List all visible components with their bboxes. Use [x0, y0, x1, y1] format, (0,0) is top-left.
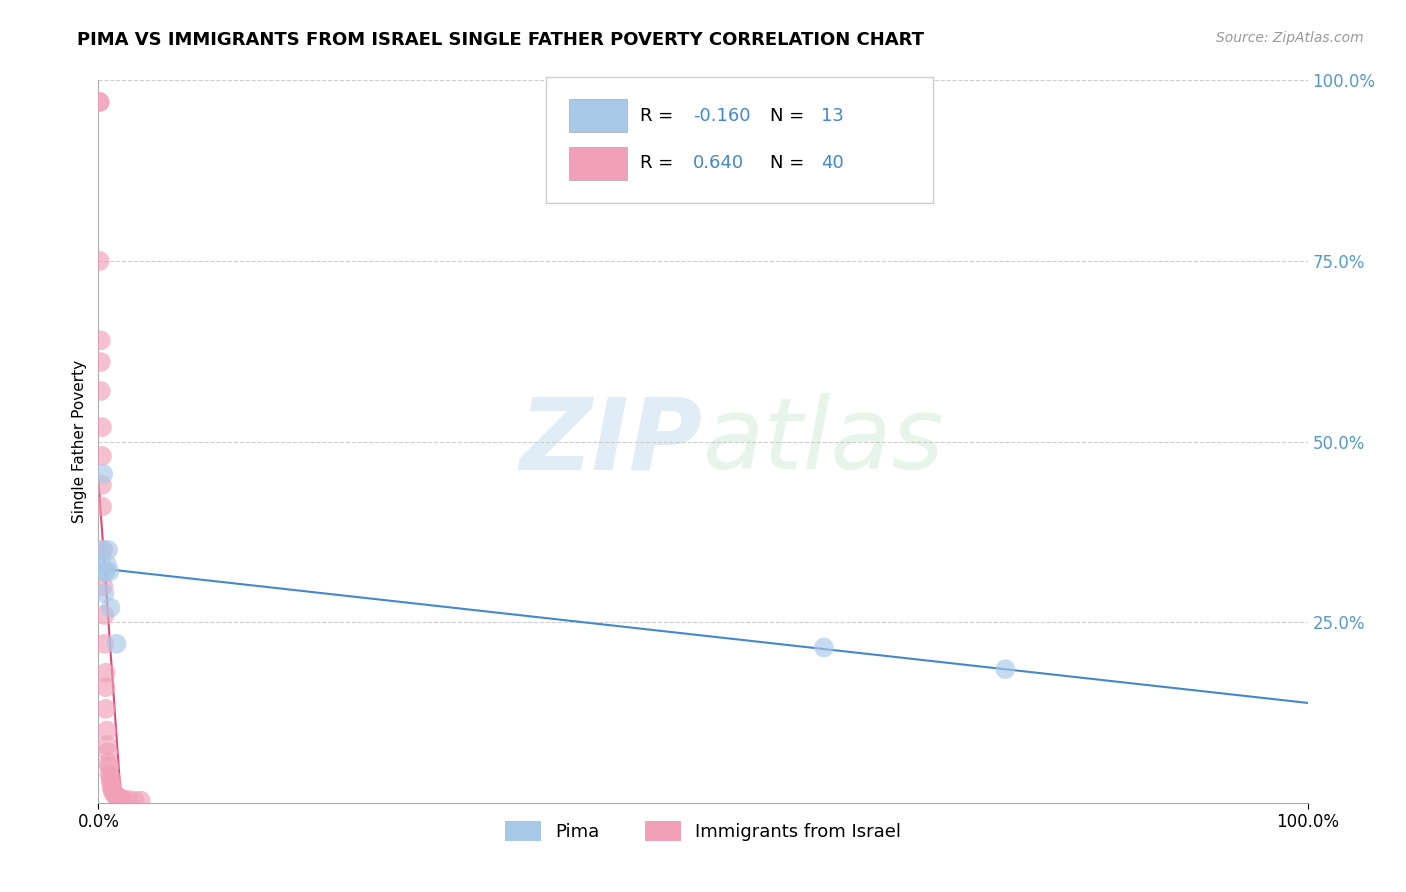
Point [91, 542, 114, 557]
Text: 40: 40 [821, 154, 844, 172]
Point [129, 794, 152, 808]
Legend: Pima, Immigrants from Israel: Pima, Immigrants from Israel [498, 814, 908, 848]
Point [104, 789, 127, 803]
Point [100, 600, 122, 615]
Point [94, 680, 117, 694]
Point [93, 637, 115, 651]
Point [110, 792, 132, 806]
Point [91, 420, 114, 434]
Point [96, 558, 118, 572]
Point [100, 778, 122, 792]
Point [90, 355, 112, 369]
Point [98, 767, 121, 781]
Point [108, 791, 131, 805]
Point [101, 782, 124, 797]
Point [93, 607, 115, 622]
Point [89, 253, 111, 268]
Point [813, 640, 835, 655]
Point [96, 738, 118, 752]
Text: ZIP: ZIP [520, 393, 703, 490]
Text: PIMA VS IMMIGRANTS FROM ISRAEL SINGLE FATHER POVERTY CORRELATION CHART: PIMA VS IMMIGRANTS FROM ISRAEL SINGLE FA… [77, 31, 924, 49]
Point [89, 95, 111, 109]
Point [91, 478, 114, 492]
Point [100, 771, 122, 785]
Point [91, 579, 114, 593]
Point [100, 781, 122, 796]
Text: -0.160: -0.160 [693, 107, 751, 125]
Point [89, 95, 111, 109]
Point [93, 586, 115, 600]
Point [93, 565, 115, 579]
Point [105, 789, 128, 804]
Point [91, 467, 114, 481]
Point [101, 785, 124, 799]
Point [94, 565, 117, 579]
Point [107, 790, 129, 805]
Point [97, 756, 120, 770]
Point [98, 565, 121, 579]
Text: N =: N = [769, 154, 804, 172]
Point [91, 500, 114, 514]
Point [90, 558, 112, 572]
Point [111, 792, 134, 806]
Point [105, 637, 128, 651]
Point [94, 665, 117, 680]
FancyBboxPatch shape [569, 99, 627, 132]
Y-axis label: Single Father Poverty: Single Father Poverty [72, 360, 87, 523]
Point [994, 662, 1017, 676]
Point [124, 794, 146, 808]
Text: Source: ZipAtlas.com: Source: ZipAtlas.com [1216, 31, 1364, 45]
Point [108, 790, 131, 805]
Text: R =: R = [640, 107, 673, 125]
Text: N =: N = [769, 107, 804, 125]
Text: 13: 13 [821, 107, 845, 125]
Point [91, 542, 114, 557]
FancyBboxPatch shape [569, 147, 627, 180]
Point [100, 774, 122, 789]
FancyBboxPatch shape [546, 77, 932, 203]
Point [90, 384, 112, 398]
Point [118, 793, 141, 807]
Point [94, 702, 117, 716]
Point [91, 449, 114, 463]
Point [97, 745, 120, 759]
Text: R =: R = [640, 154, 673, 172]
Point [103, 786, 125, 800]
Text: 0.640: 0.640 [693, 154, 744, 172]
Point [90, 334, 112, 348]
Point [98, 760, 121, 774]
Point [97, 542, 120, 557]
Point [96, 723, 118, 738]
Text: atlas: atlas [703, 393, 945, 490]
